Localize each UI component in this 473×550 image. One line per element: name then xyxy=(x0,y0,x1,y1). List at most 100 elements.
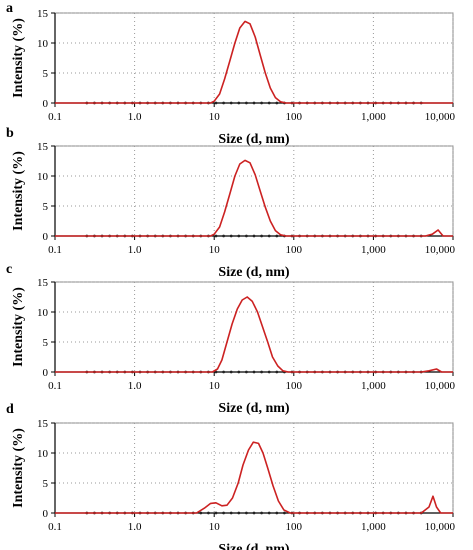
x-tick-label: 1.0 xyxy=(128,521,142,533)
baseline-marker xyxy=(252,370,256,374)
x-tick-label: 10,000 xyxy=(425,244,456,256)
y-axis-title: Intensity (%) xyxy=(11,287,26,367)
y-axis-title: Intensity (%) xyxy=(11,18,26,98)
x-tick-label: 100 xyxy=(286,380,303,392)
baseline-marker xyxy=(275,234,279,238)
series-line xyxy=(55,20,453,104)
y-tick-label: 5 xyxy=(43,337,49,349)
x-axis-title: Size (d, nm) xyxy=(218,401,290,416)
baseline-marker xyxy=(222,511,226,515)
x-axis-title: Size (d, nm) xyxy=(218,132,290,147)
baseline-marker xyxy=(245,101,248,105)
x-tick-label: 100 xyxy=(286,244,303,256)
baseline-marker xyxy=(237,101,241,105)
plot-frame xyxy=(54,12,454,104)
chart-panel-c: c 0 5 10 15 0.1 1.0 10 100 1,000 10,000 Intensity (… xyxy=(6,262,456,416)
baseline-marker xyxy=(267,370,271,374)
baseline-marker xyxy=(260,511,263,515)
x-tick-label: 1,000 xyxy=(361,521,386,533)
x-tick-label: 10,000 xyxy=(425,521,456,533)
y-tick-label: 5 xyxy=(43,201,49,213)
y-tick-label: 15 xyxy=(37,8,49,20)
baseline-marker xyxy=(252,101,256,105)
x-tick-label: 100 xyxy=(286,521,303,533)
baseline-marker xyxy=(237,511,241,515)
chart-panel-a: a 0 5 10 15 0.1 1.0 10 100 1,000 10,000 Intensity (… xyxy=(6,1,456,147)
y-tick-label: 0 xyxy=(43,231,49,243)
chart-panel-d: d 0 5 10 15 0.1 1.0 10 100 1,000 10,000 Intensity (… xyxy=(6,402,456,550)
y-tick-label: 5 xyxy=(43,68,49,80)
y-tick-label: 15 xyxy=(37,277,49,289)
baseline-marker xyxy=(252,234,256,238)
plot-frame xyxy=(54,422,454,514)
panel-letter: b xyxy=(6,126,14,141)
x-tick-label: 100 xyxy=(286,111,303,123)
panel-letter: d xyxy=(6,402,14,417)
baseline-marker xyxy=(267,101,271,105)
plot-frame xyxy=(54,281,454,373)
series-line xyxy=(55,441,453,514)
x-tick-label: 0.1 xyxy=(48,380,62,392)
baseline-marker xyxy=(222,101,226,105)
panel-letter: a xyxy=(6,1,13,16)
x-tick-label: 10,000 xyxy=(425,111,456,123)
y-tick-label: 10 xyxy=(37,448,49,460)
series-line xyxy=(55,159,453,237)
baseline-marker xyxy=(214,511,218,515)
baseline-marker xyxy=(229,234,233,238)
x-tick-label: 1,000 xyxy=(361,380,386,392)
y-tick-label: 10 xyxy=(37,171,49,183)
baseline-marker xyxy=(222,370,226,374)
y-tick-label: 15 xyxy=(37,141,49,153)
x-tick-label: 0.1 xyxy=(48,111,62,123)
baseline-marker xyxy=(267,511,271,515)
series-line xyxy=(55,296,453,373)
baseline-marker xyxy=(214,234,218,238)
x-tick-label: 0.1 xyxy=(48,521,62,533)
x-tick-label: 0.1 xyxy=(48,244,62,256)
x-tick-label: 10 xyxy=(209,244,221,256)
baseline-marker xyxy=(245,370,248,374)
baseline-marker xyxy=(237,370,241,374)
baseline-marker xyxy=(245,234,248,238)
baseline-marker xyxy=(222,234,226,238)
x-tick-label: 1.0 xyxy=(128,111,142,123)
chart-panel-b: b 0 5 10 15 0.1 1.0 10 100 1,000 10,000 Intensity (… xyxy=(6,126,456,280)
baseline-marker xyxy=(267,234,271,238)
y-tick-label: 0 xyxy=(43,508,49,520)
x-tick-label: 10 xyxy=(209,111,221,123)
baseline-marker xyxy=(275,370,279,374)
baseline-marker xyxy=(282,511,286,515)
x-tick-label: 1,000 xyxy=(361,111,386,123)
baseline-marker xyxy=(245,511,248,515)
panel-letter: c xyxy=(6,262,12,277)
x-axis-title: Size (d, nm) xyxy=(218,265,290,280)
baseline-marker xyxy=(214,370,218,374)
y-tick-label: 10 xyxy=(37,38,49,50)
baseline-marker xyxy=(229,101,233,105)
y-axis-title: Intensity (%) xyxy=(11,428,26,508)
x-tick-label: 1.0 xyxy=(128,244,142,256)
x-axis-title: Size (d, nm) xyxy=(218,542,290,550)
y-axis-title: Intensity (%) xyxy=(11,151,26,231)
plot-frame xyxy=(54,145,454,237)
y-tick-label: 10 xyxy=(37,307,49,319)
baseline-marker xyxy=(260,234,263,238)
baseline-marker xyxy=(275,511,279,515)
x-tick-label: 10,000 xyxy=(425,380,456,392)
x-tick-label: 1,000 xyxy=(361,244,386,256)
baseline-marker xyxy=(229,370,233,374)
baseline-marker xyxy=(275,101,279,105)
baseline-marker xyxy=(252,511,256,515)
baseline-marker xyxy=(207,511,210,515)
y-tick-label: 0 xyxy=(43,98,49,110)
baseline-marker xyxy=(237,234,241,238)
baseline-marker xyxy=(260,370,263,374)
baseline-marker xyxy=(260,101,263,105)
x-tick-label: 10 xyxy=(209,380,221,392)
x-tick-label: 1.0 xyxy=(128,380,142,392)
baseline-marker xyxy=(214,101,218,105)
y-tick-label: 0 xyxy=(43,367,49,379)
y-tick-label: 15 xyxy=(37,418,49,430)
